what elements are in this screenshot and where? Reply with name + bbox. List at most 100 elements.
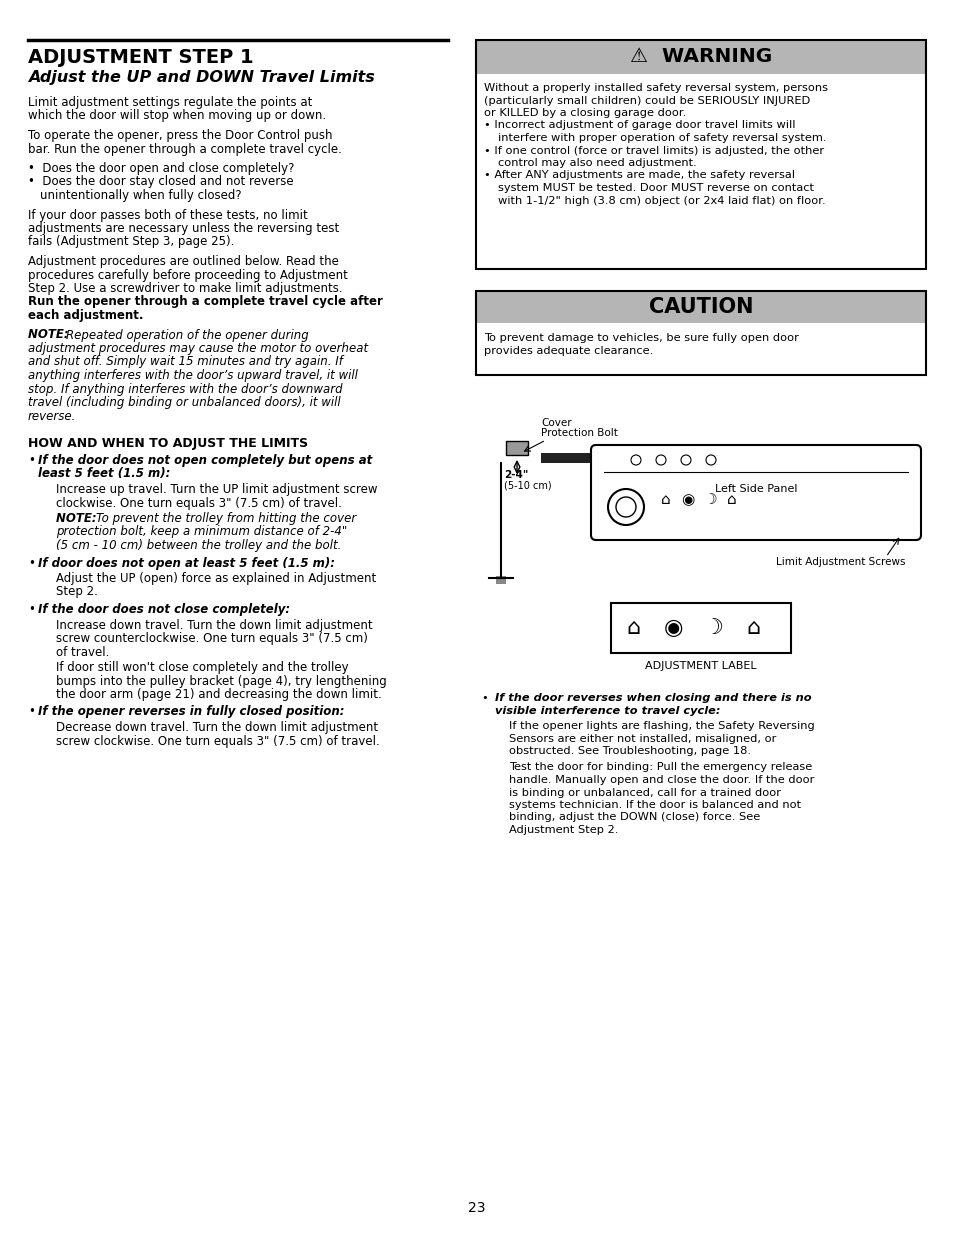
Text: adjustment procedures may cause the motor to overheat: adjustment procedures may cause the moto… bbox=[28, 342, 368, 354]
Text: If your door passes both of these tests, no limit: If your door passes both of these tests,… bbox=[28, 209, 308, 221]
Text: ⌂: ⌂ bbox=[745, 618, 760, 638]
Text: unintentionally when fully closed?: unintentionally when fully closed? bbox=[40, 189, 241, 203]
Text: If the opener lights are flashing, the Safety Reversing: If the opener lights are flashing, the S… bbox=[509, 721, 814, 731]
Text: stop. If anything interferes with the door’s downward: stop. If anything interferes with the do… bbox=[28, 383, 342, 395]
Text: If the door does not close completely:: If the door does not close completely: bbox=[38, 603, 290, 616]
Text: •: • bbox=[28, 603, 35, 616]
Text: systems technician. If the door is balanced and not: systems technician. If the door is balan… bbox=[509, 800, 801, 810]
Text: (particularly small children) could be SERIOUSLY INJURED: (particularly small children) could be S… bbox=[483, 95, 809, 105]
Text: the door arm (page 21) and decreasing the down limit.: the door arm (page 21) and decreasing th… bbox=[56, 688, 381, 701]
Text: Increase down travel. Turn the down limit adjustment: Increase down travel. Turn the down limi… bbox=[56, 619, 373, 631]
Text: control may also need adjustment.: control may also need adjustment. bbox=[497, 158, 696, 168]
Text: • After ANY adjustments are made, the safety reversal: • After ANY adjustments are made, the sa… bbox=[483, 170, 794, 180]
Text: If door still won't close completely and the trolley: If door still won't close completely and… bbox=[56, 661, 348, 674]
Text: ⌂: ⌂ bbox=[726, 493, 736, 508]
Text: handle. Manually open and close the door. If the door: handle. Manually open and close the door… bbox=[509, 776, 814, 785]
Text: Adjust the UP and DOWN Travel Limits: Adjust the UP and DOWN Travel Limits bbox=[28, 70, 375, 85]
Text: interfere with proper operation of safety reversal system.: interfere with proper operation of safet… bbox=[497, 133, 825, 143]
Text: If the door does not open completely but opens at: If the door does not open completely but… bbox=[38, 454, 372, 467]
Bar bbox=[476, 40, 925, 269]
Text: Sensors are either not installed, misaligned, or: Sensors are either not installed, misali… bbox=[509, 734, 776, 743]
Text: To prevent damage to vehicles, be sure fully open door: To prevent damage to vehicles, be sure f… bbox=[483, 333, 798, 343]
Bar bbox=[476, 40, 925, 74]
Bar bbox=[476, 291, 925, 375]
Text: •: • bbox=[28, 705, 35, 719]
Text: •: • bbox=[28, 557, 35, 569]
Text: which the door will stop when moving up or down.: which the door will stop when moving up … bbox=[28, 110, 326, 122]
Text: Protection Bolt: Protection Bolt bbox=[540, 429, 618, 438]
Text: • If one control (force or travel limits) is adjusted, the other: • If one control (force or travel limits… bbox=[483, 146, 823, 156]
Text: ⌂: ⌂ bbox=[660, 493, 670, 508]
Text: ◉: ◉ bbox=[662, 618, 682, 638]
Text: Decrease down travel. Turn the down limit adjustment: Decrease down travel. Turn the down limi… bbox=[56, 721, 377, 734]
Text: is binding or unbalanced, call for a trained door: is binding or unbalanced, call for a tra… bbox=[509, 788, 781, 798]
Text: Without a properly installed safety reversal system, persons: Without a properly installed safety reve… bbox=[483, 83, 827, 93]
Text: NOTE:: NOTE: bbox=[56, 513, 101, 525]
Text: •  Does the door stay closed and not reverse: • Does the door stay closed and not reve… bbox=[28, 175, 294, 189]
Text: 2-4": 2-4" bbox=[503, 471, 528, 480]
Bar bbox=[610, 603, 790, 653]
Text: Repeated operation of the opener during: Repeated operation of the opener during bbox=[66, 329, 309, 342]
Text: travel (including binding or unbalanced doors), it will: travel (including binding or unbalanced … bbox=[28, 396, 340, 409]
Text: ⚠  WARNING: ⚠ WARNING bbox=[629, 47, 771, 67]
Text: Run the opener through a complete travel cycle after: Run the opener through a complete travel… bbox=[28, 295, 382, 309]
Text: •  Does the door open and close completely?: • Does the door open and close completel… bbox=[28, 162, 294, 175]
Text: visible interference to travel cycle:: visible interference to travel cycle: bbox=[495, 705, 720, 715]
Text: reverse.: reverse. bbox=[28, 410, 76, 422]
Text: ⌂: ⌂ bbox=[625, 618, 639, 638]
Text: NOTE:: NOTE: bbox=[28, 329, 72, 342]
Text: anything interferes with the door’s upward travel, it will: anything interferes with the door’s upwa… bbox=[28, 369, 357, 382]
Bar bbox=[476, 291, 925, 324]
Text: bumps into the pulley bracket (page 4), try lengthening: bumps into the pulley bracket (page 4), … bbox=[56, 674, 386, 688]
Text: Adjustment procedures are outlined below. Read the: Adjustment procedures are outlined below… bbox=[28, 254, 338, 268]
Text: ☽: ☽ bbox=[702, 618, 722, 638]
Text: fails (Adjustment Step 3, page 25).: fails (Adjustment Step 3, page 25). bbox=[28, 236, 234, 248]
Bar bbox=[496, 576, 505, 584]
Text: protection bolt, keep a minimum distance of 2-4": protection bolt, keep a minimum distance… bbox=[56, 526, 347, 538]
Text: ADJUSTMENT STEP 1: ADJUSTMENT STEP 1 bbox=[28, 48, 253, 67]
Text: Limit adjustment settings regulate the points at: Limit adjustment settings regulate the p… bbox=[28, 96, 312, 109]
Text: •: • bbox=[28, 454, 35, 467]
Text: (5-10 cm): (5-10 cm) bbox=[503, 480, 551, 492]
Text: procedures carefully before proceeding to Adjustment: procedures carefully before proceeding t… bbox=[28, 268, 348, 282]
Text: Limit Adjustment Screws: Limit Adjustment Screws bbox=[776, 557, 905, 567]
Text: bar. Run the opener through a complete travel cycle.: bar. Run the opener through a complete t… bbox=[28, 142, 341, 156]
Text: Adjustment Step 2.: Adjustment Step 2. bbox=[509, 825, 618, 835]
Text: clockwise. One turn equals 3" (7.5 cm) of travel.: clockwise. One turn equals 3" (7.5 cm) o… bbox=[56, 496, 341, 510]
Text: To operate the opener, press the Door Control push: To operate the opener, press the Door Co… bbox=[28, 128, 333, 142]
Text: Adjust the UP (open) force as explained in Adjustment: Adjust the UP (open) force as explained … bbox=[56, 572, 375, 585]
Text: If the opener reverses in fully closed position:: If the opener reverses in fully closed p… bbox=[38, 705, 344, 719]
Bar bbox=[505, 441, 527, 454]
Text: and shut off. Simply wait 15 minutes and try again. If: and shut off. Simply wait 15 minutes and… bbox=[28, 356, 342, 368]
Text: system MUST be tested. Door MUST reverse on contact: system MUST be tested. Door MUST reverse… bbox=[497, 183, 813, 193]
Text: with 1-1/2" high (3.8 cm) object (or 2x4 laid flat) on floor.: with 1-1/2" high (3.8 cm) object (or 2x4… bbox=[497, 195, 824, 205]
Text: •: • bbox=[480, 693, 487, 703]
Text: screw counterclockwise. One turn equals 3" (7.5 cm): screw counterclockwise. One turn equals … bbox=[56, 632, 368, 645]
Text: Increase up travel. Turn the UP limit adjustment screw: Increase up travel. Turn the UP limit ad… bbox=[56, 483, 377, 496]
Text: ☽: ☽ bbox=[702, 493, 716, 508]
Text: adjustments are necessary unless the reversing test: adjustments are necessary unless the rev… bbox=[28, 222, 339, 235]
Text: screw clockwise. One turn equals 3" (7.5 cm) of travel.: screw clockwise. One turn equals 3" (7.5… bbox=[56, 735, 379, 747]
Text: ADJUSTMENT LABEL: ADJUSTMENT LABEL bbox=[644, 661, 756, 671]
Text: HOW AND WHEN TO ADJUST THE LIMITS: HOW AND WHEN TO ADJUST THE LIMITS bbox=[28, 436, 308, 450]
Text: Step 2. Use a screwdriver to make limit adjustments.: Step 2. Use a screwdriver to make limit … bbox=[28, 282, 342, 295]
FancyBboxPatch shape bbox=[590, 445, 920, 540]
Text: Left Side Panel: Left Side Panel bbox=[714, 484, 797, 494]
Text: Step 2.: Step 2. bbox=[56, 585, 98, 599]
Text: 23: 23 bbox=[468, 1200, 485, 1215]
Text: CAUTION: CAUTION bbox=[648, 296, 753, 317]
Text: To prevent the trolley from hitting the cover: To prevent the trolley from hitting the … bbox=[96, 513, 355, 525]
Text: obstructed. See Troubleshooting, page 18.: obstructed. See Troubleshooting, page 18… bbox=[509, 746, 750, 756]
Text: provides adequate clearance.: provides adequate clearance. bbox=[483, 346, 653, 356]
Bar bbox=[540, 453, 915, 463]
Text: ◉: ◉ bbox=[680, 493, 694, 508]
Text: each adjustment.: each adjustment. bbox=[28, 309, 143, 322]
Text: Cover: Cover bbox=[540, 417, 571, 429]
Text: of travel.: of travel. bbox=[56, 646, 110, 658]
Text: Test the door for binding: Pull the emergency release: Test the door for binding: Pull the emer… bbox=[509, 762, 811, 773]
Text: binding, adjust the DOWN (close) force. See: binding, adjust the DOWN (close) force. … bbox=[509, 813, 760, 823]
Text: • Incorrect adjustment of garage door travel limits will: • Incorrect adjustment of garage door tr… bbox=[483, 121, 795, 131]
Text: or KILLED by a closing garage door.: or KILLED by a closing garage door. bbox=[483, 107, 685, 119]
Text: least 5 feet (1.5 m):: least 5 feet (1.5 m): bbox=[38, 468, 171, 480]
Text: If the door reverses when closing and there is no: If the door reverses when closing and th… bbox=[495, 693, 811, 703]
